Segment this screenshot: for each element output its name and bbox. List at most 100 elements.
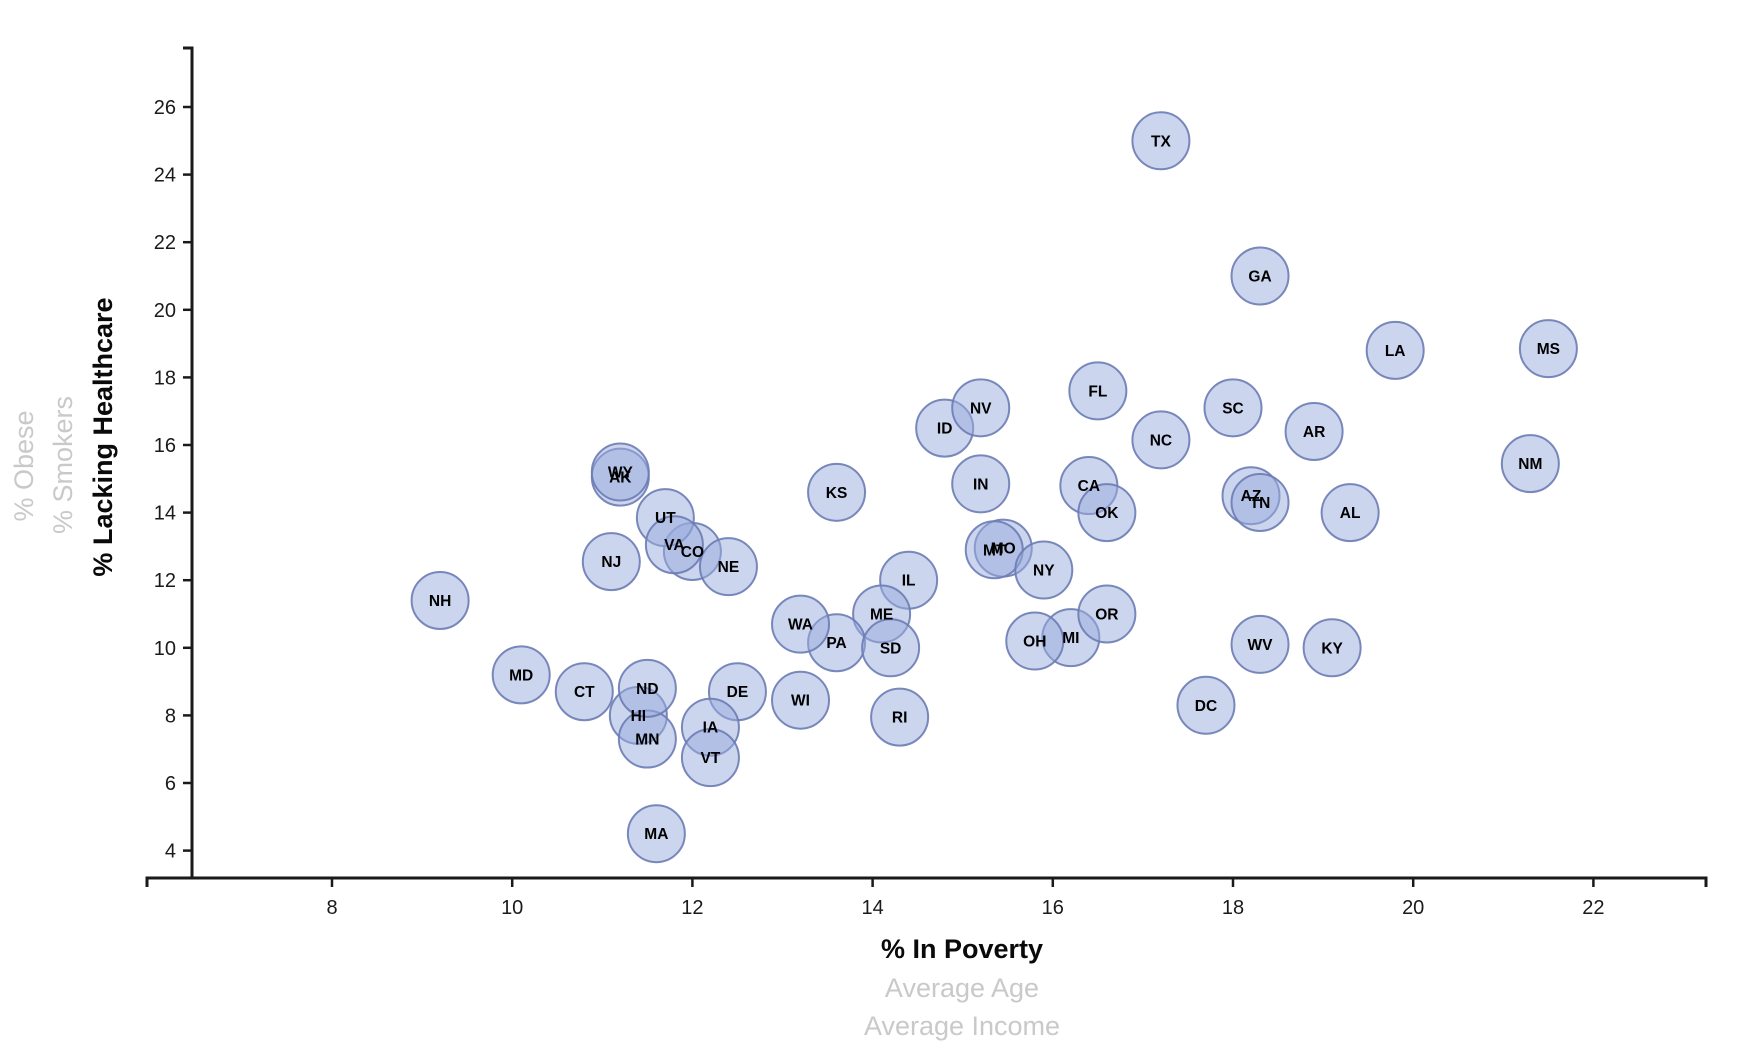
state-bubble-TN[interactable] <box>1230 472 1290 532</box>
state-bubble-OK[interactable] <box>1077 483 1137 543</box>
state-bubble-VA[interactable] <box>644 515 704 575</box>
state-label-NY: NY <box>1033 563 1055 580</box>
state-label-OR: OR <box>1095 607 1118 624</box>
state-label-AL: AL <box>1340 505 1361 522</box>
state-bubble-ND[interactable] <box>617 658 677 718</box>
state-label-MI: MI <box>1062 630 1079 647</box>
state-label-KS: KS <box>826 485 848 502</box>
y-axis-line <box>183 46 194 878</box>
state-bubble-SD[interactable] <box>861 618 921 678</box>
state-label-AZ: AZ <box>1241 488 1262 505</box>
state-label-MD: MD <box>509 667 533 684</box>
state-bubble-OR[interactable] <box>1077 584 1137 644</box>
y-tick-label: 24 <box>154 165 176 187</box>
state-label-AR: AR <box>1303 424 1325 441</box>
state-bubble-NE[interactable] <box>698 537 758 597</box>
state-bubble-SC[interactable] <box>1203 378 1263 438</box>
state-label-MO: MO <box>991 541 1016 558</box>
state-bubble-NM[interactable] <box>1500 434 1560 494</box>
state-label-SC: SC <box>1222 400 1244 417</box>
state-label-ND: ND <box>636 681 658 698</box>
state-label-ME: ME <box>870 607 893 624</box>
state-bubble-IN[interactable] <box>951 454 1011 514</box>
state-label-MS: MS <box>1537 341 1560 358</box>
state-label-PA: PA <box>826 635 846 652</box>
state-label-KY: KY <box>1321 640 1343 657</box>
y-tick-label: 26 <box>154 97 176 119</box>
state-label-MN: MN <box>635 732 659 749</box>
x-axis-option-average-age[interactable]: Average Age <box>885 973 1039 1003</box>
y-tick-label: 18 <box>154 367 176 389</box>
state-bubble-OH[interactable] <box>1005 611 1065 671</box>
state-label-NV: NV <box>970 400 992 417</box>
state-bubble-CT[interactable] <box>554 662 614 722</box>
y-axis-option-lacking-healthcare[interactable]: % Lacking Healthcare <box>88 297 118 576</box>
state-bubble-WV[interactable] <box>1230 614 1290 674</box>
state-label-DE: DE <box>727 684 749 701</box>
x-axis-option-average-income[interactable]: Average Income <box>864 1011 1060 1041</box>
x-axis-option-poverty[interactable]: % In Poverty <box>881 934 1043 964</box>
y-axis-option-obese[interactable]: % Obese <box>9 410 39 521</box>
state-bubble-FL[interactable] <box>1068 361 1128 421</box>
state-label-VA: VA <box>664 537 684 554</box>
state-bubble-WI[interactable] <box>771 670 831 730</box>
state-label-RI: RI <box>892 710 908 727</box>
state-label-TX: TX <box>1151 133 1171 150</box>
x-tick-label: 8 <box>326 897 337 919</box>
state-bubble-NV[interactable] <box>951 378 1011 438</box>
state-label-MA: MA <box>644 826 668 843</box>
state-bubble-RI[interactable] <box>870 687 930 747</box>
state-bubble-GA[interactable] <box>1230 246 1290 306</box>
state-bubble-LA[interactable] <box>1365 320 1425 380</box>
y-tick-label: 14 <box>154 503 176 525</box>
y-tick-label: 12 <box>154 570 176 592</box>
y-tick-label: 10 <box>154 638 176 660</box>
state-label-NM: NM <box>1518 456 1542 473</box>
state-bubble-NJ[interactable] <box>581 532 641 592</box>
state-bubble-AL[interactable] <box>1320 483 1380 543</box>
x-axis-line <box>145 876 1708 887</box>
state-bubble-WA[interactable] <box>771 594 831 654</box>
x-tick-label: 12 <box>681 897 703 919</box>
state-bubble-NC[interactable] <box>1131 410 1191 470</box>
x-tick-label: 16 <box>1042 897 1064 919</box>
state-label-IN: IN <box>973 476 989 493</box>
state-label-WA: WA <box>788 617 813 634</box>
x-tick-label: 10 <box>501 897 523 919</box>
state-bubble-KS[interactable] <box>807 462 867 522</box>
state-label-FL: FL <box>1088 383 1107 400</box>
state-label-OH: OH <box>1023 634 1046 651</box>
x-tick-label: 14 <box>861 897 883 919</box>
state-label-SD: SD <box>880 640 902 657</box>
axes-layer: 4 6 8 10 12 14 16 18 20 22 24 26 8 10 12 14 16 18 20 22 <box>145 46 1708 919</box>
state-bubble-MD[interactable] <box>491 645 551 705</box>
state-bubble-VT[interactable] <box>680 728 740 788</box>
state-bubble-KY[interactable] <box>1302 618 1362 678</box>
state-bubble-NH[interactable] <box>410 570 470 630</box>
y-tick-label: 6 <box>165 773 176 795</box>
state-label-CT: CT <box>574 684 595 701</box>
state-bubble-DC[interactable] <box>1176 675 1236 735</box>
state-label-UT: UT <box>655 510 676 527</box>
state-bubble-WY[interactable] <box>590 442 650 502</box>
x-tick-label: 20 <box>1402 897 1424 919</box>
state-bubble-NY[interactable] <box>1014 540 1074 600</box>
state-label-VT: VT <box>701 750 721 767</box>
state-bubble-AR[interactable] <box>1284 401 1344 461</box>
state-label-WI: WI <box>791 693 810 710</box>
state-label-IA: IA <box>703 720 719 737</box>
state-bubble-TX[interactable] <box>1131 111 1191 171</box>
x-tick-label: 18 <box>1222 897 1244 919</box>
state-label-AK: AK <box>609 470 632 487</box>
x-tick-label: 22 <box>1582 897 1604 919</box>
state-label-ID: ID <box>937 421 953 438</box>
state-bubble-MS[interactable] <box>1518 319 1578 379</box>
state-label-WV: WV <box>1248 637 1274 654</box>
y-axis-option-smokers[interactable]: % Smokers <box>48 396 78 534</box>
state-label-TN: TN <box>1250 495 1271 512</box>
state-label-NC: NC <box>1150 432 1172 449</box>
state-bubble-MA[interactable] <box>626 804 686 864</box>
state-label-CO: CO <box>681 544 704 561</box>
